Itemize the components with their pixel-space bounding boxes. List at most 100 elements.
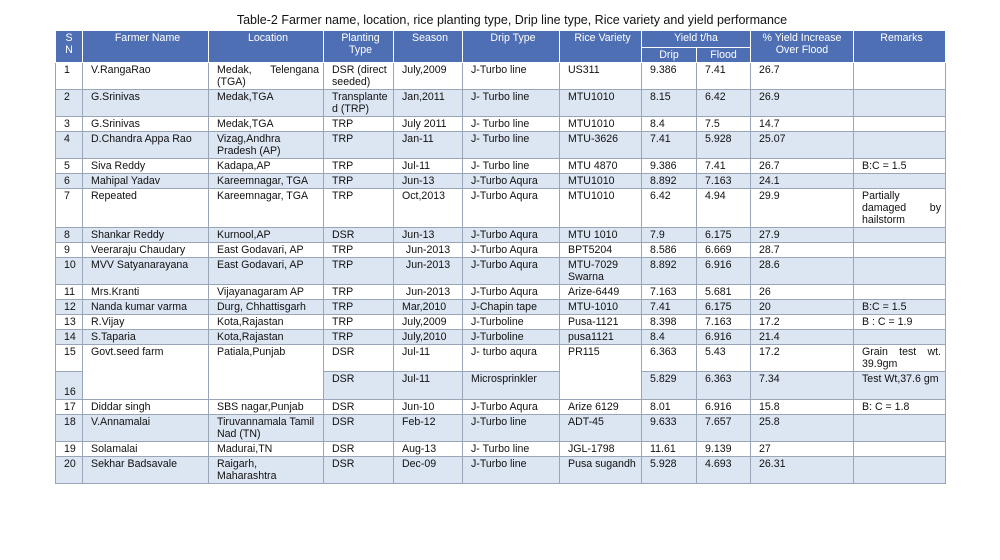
cell-increase: 27 <box>750 441 854 457</box>
cell-yield-flood: 6.916 <box>696 399 751 415</box>
cell-season: Oct,2013 <box>393 188 463 228</box>
cell-remarks <box>853 89 946 117</box>
cell-remarks: B:C = 1.5 <box>853 299 946 315</box>
cell-increase: 25.8 <box>750 414 854 442</box>
table-row: 15 Govt.seed farm Patiala,Punjab DSR Jul… <box>55 344 946 400</box>
cell-sn: 19 <box>55 441 83 457</box>
cell-location: Kareemnagar, TGA <box>208 173 324 189</box>
table-row: 4 D.Chandra Appa Rao Vizag,Andhra Prades… <box>55 131 946 159</box>
cell-location: Medak,TGA <box>208 89 324 117</box>
cell-season: July 2011 <box>393 116 463 132</box>
cell-increase: 28.7 <box>750 242 854 258</box>
cell-yield-drip: 8.01 <box>641 399 697 415</box>
cell-season: July,2010 <box>393 329 463 345</box>
cell-remarks <box>853 173 946 189</box>
cell-increase: 29.9 <box>750 188 854 228</box>
cell-planting: TRP <box>323 284 394 300</box>
cell-variety: PR115 <box>559 344 642 400</box>
table-caption: Table-2 Farmer name, location, rice plan… <box>236 13 788 27</box>
table-row: 19 Solamalai Madurai,TN DSR Aug-13 J- Tu… <box>55 441 946 457</box>
header-location: Location <box>208 30 324 63</box>
cell-sn: 14 <box>55 329 83 345</box>
cell-variety: JGL-1798 <box>559 441 642 457</box>
cell-drip: J-Turbo Aqura <box>462 227 560 243</box>
cell-yield-flood: 7.41 <box>696 62 751 90</box>
cell-planting: DSR <box>323 456 394 484</box>
cell-planting: TRP <box>323 173 394 189</box>
cell-yield-drip: 8.4 <box>641 116 697 132</box>
cell-yield-flood: 7.163 <box>696 314 751 330</box>
cell-farmer: G.Srinivas <box>82 116 209 132</box>
header-farmer-name: Farmer Name <box>82 30 209 63</box>
cell-location: Vijayanagaram AP <box>208 284 324 300</box>
cell-drip: J-Chapin tape <box>462 299 560 315</box>
cell-farmer: Diddar singh <box>82 399 209 415</box>
cell-yield-flood: 7.163 <box>696 173 751 189</box>
cell-location: SBS nagar,Punjab <box>208 399 324 415</box>
cell-drip: J-Turbo Aqura <box>462 188 560 228</box>
cell-season: Jul-11 <box>393 158 463 174</box>
cell-season: July,2009 <box>393 62 463 90</box>
cell-location: East Godavari, AP <box>208 257 324 285</box>
cell-drip: J- Turbo line <box>462 131 560 159</box>
cell-planting: TRP <box>323 314 394 330</box>
cell-yield-drip: 9.633 <box>641 414 697 442</box>
cell-variety: US311 <box>559 62 642 90</box>
cell-drip: J-Turbo line <box>462 62 560 90</box>
cell-drip: J-Turbo Aqura <box>462 284 560 300</box>
cell-season: Jun-2013 <box>393 284 463 300</box>
cell-sn: 13 <box>55 314 83 330</box>
cell-remarks <box>853 456 946 484</box>
cell-season: Dec-09 <box>393 456 463 484</box>
cell-remarks: Grain test wt. 39.9gm <box>853 344 946 372</box>
cell-planting: DSR <box>323 371 394 400</box>
header-planting-type: Planting Type <box>323 30 394 63</box>
cell-farmer: Repeated <box>82 188 209 228</box>
cell-yield-flood: 7.657 <box>696 414 751 442</box>
table-row: 18 V.Annamalai Tiruvannamala Tamil Nad (… <box>55 414 946 442</box>
cell-variety: BPT5204 <box>559 242 642 258</box>
header-season: Season <box>393 30 463 63</box>
cell-increase: 25.07 <box>750 131 854 159</box>
cell-sn: 2 <box>55 89 83 117</box>
cell-sn: 12 <box>55 299 83 315</box>
cell-yield-drip: 8.15 <box>641 89 697 117</box>
cell-yield-drip: 9.386 <box>641 158 697 174</box>
cell-farmer: V.Annamalai <box>82 414 209 442</box>
cell-drip: J-Turbo Aqura <box>462 242 560 258</box>
cell-sn: 9 <box>55 242 83 258</box>
cell-yield-flood: 5.681 <box>696 284 751 300</box>
cell-yield-drip: 6.363 <box>641 344 697 372</box>
cell-season: Jul-11 <box>393 371 463 400</box>
cell-planting: TRP <box>323 116 394 132</box>
cell-yield-flood: 6.916 <box>696 329 751 345</box>
cell-variety: pusa1121 <box>559 329 642 345</box>
cell-variety: MTU1010 <box>559 89 642 117</box>
cell-planting: TRP <box>323 257 394 285</box>
cell-season: Jan-11 <box>393 131 463 159</box>
cell-sn: 17 <box>55 399 83 415</box>
cell-remarks: B : C = 1.9 <box>853 314 946 330</box>
cell-variety: MTU1010 <box>559 116 642 132</box>
header-yield-flood: Flood <box>696 47 751 63</box>
cell-yield-flood: 6.916 <box>696 257 751 285</box>
header-remarks: Remarks <box>853 30 946 63</box>
cell-season: Jun-2013 <box>393 257 463 285</box>
cell-increase: 17.2 <box>750 314 854 330</box>
table-row: 10 MVV Satyanarayana East Godavari, AP T… <box>55 257 946 285</box>
cell-sn: 4 <box>55 131 83 159</box>
cell-yield-drip: 8.398 <box>641 314 697 330</box>
cell-location: Raigarh, Maharashtra <box>208 456 324 484</box>
table-row: 1 V.RangaRao Medak, Telengana (TGA) DSR … <box>55 62 946 90</box>
cell-season: Aug-13 <box>393 441 463 457</box>
cell-variety: Arize 6129 <box>559 399 642 415</box>
cell-remarks <box>853 131 946 159</box>
cell-yield-drip: 5.928 <box>641 456 697 484</box>
cell-yield-drip: 7.163 <box>641 284 697 300</box>
cell-planting: DSR <box>323 441 394 457</box>
cell-yield-drip: 6.42 <box>641 188 697 228</box>
cell-increase: 28.6 <box>750 257 854 285</box>
cell-sn: 7 <box>55 188 83 228</box>
cell-drip: J-Turbo line <box>462 414 560 442</box>
